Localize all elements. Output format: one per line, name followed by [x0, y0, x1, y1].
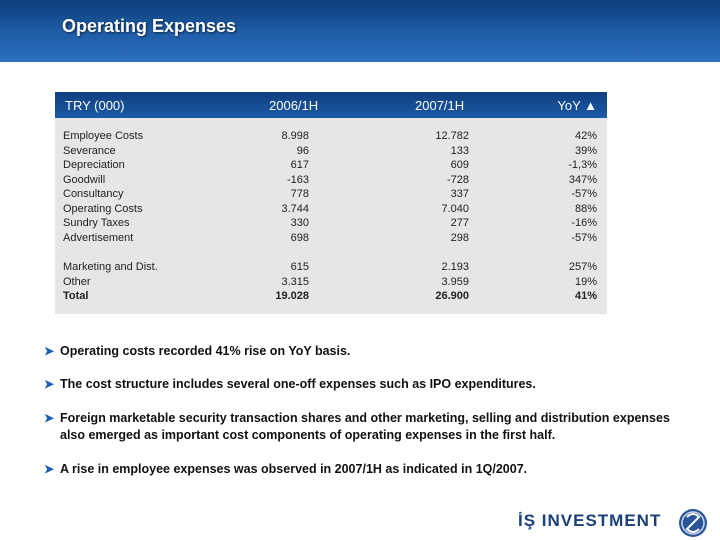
table-row: Severance 96 133 39%	[55, 144, 607, 159]
value-yoy: -57%	[571, 188, 597, 200]
value-2007: 277	[450, 217, 469, 229]
value-2007: 133	[450, 144, 469, 157]
arrow-bullet-icon: ➤	[44, 462, 55, 476]
table-row: Other 3.315 3.959 19%	[55, 275, 607, 290]
table-header: TRY (000) 2006/1H 2007/1H YoY ▲	[55, 92, 607, 118]
row-label: Sundry Taxes	[63, 217, 130, 229]
column-header-2006: 2006/1H	[269, 98, 319, 113]
row-label: Employee Costs	[63, 130, 144, 142]
value-2007: 298	[450, 231, 469, 244]
emblem-icon	[679, 509, 707, 537]
value-yoy: -16%	[571, 217, 597, 229]
column-header-currency: TRY (000)	[65, 98, 125, 113]
table-row: Goodwill -163 -728 347%	[55, 173, 607, 188]
arrow-bullet-icon: ➤	[44, 377, 55, 391]
value-2006: 698	[290, 231, 309, 244]
arrow-bullet-icon: ➤	[44, 411, 55, 425]
row-label: Advertisement	[63, 231, 134, 244]
value-2006: 617	[290, 159, 309, 171]
arrow-bullet-icon: ➤	[44, 344, 55, 358]
value-2007: 609	[450, 159, 469, 171]
value-2007: 12.782	[435, 130, 469, 142]
value-2007: 2.193	[441, 261, 469, 273]
expenses-table: Employee Costs 8.998 12.782 42% Severanc…	[55, 118, 607, 314]
value-2006: -163	[286, 173, 309, 186]
value-yoy: 257%	[568, 261, 597, 273]
row-label: Consultancy	[63, 188, 124, 200]
value-2006: 8.998	[281, 130, 309, 142]
value-2007: -728	[446, 173, 469, 186]
value-yoy: -1,3%	[568, 159, 597, 171]
value-yoy: -57%	[571, 231, 597, 244]
value-2007: 7.040	[441, 202, 469, 215]
column-header-yoy: YoY ▲	[557, 98, 597, 113]
table-row: Operating Costs 3.744 7.040 88%	[55, 202, 607, 217]
value-yoy: 42%	[574, 130, 597, 142]
bullet-text: The cost structure includes several one-…	[60, 377, 536, 391]
logo-text: İŞ INVESTMENT	[518, 511, 662, 530]
row-label: Total	[63, 290, 89, 302]
value-yoy: 41%	[574, 290, 597, 302]
value-yoy: 347%	[568, 173, 597, 186]
value-yoy: 19%	[574, 275, 597, 288]
table-row: Advertisement 698 298 -57%	[55, 231, 607, 246]
value-2007: 26.900	[435, 290, 469, 302]
row-label: Other	[63, 275, 91, 288]
row-label: Depreciation	[63, 159, 125, 171]
row-label: Operating Costs	[63, 202, 143, 215]
value-yoy: 39%	[574, 144, 597, 157]
value-2006: 3.315	[281, 275, 309, 288]
column-header-2007: 2007/1H	[415, 98, 465, 113]
value-2006: 615	[290, 261, 309, 273]
row-label: Severance	[63, 144, 116, 157]
table-row: Employee Costs 8.998 12.782 42%	[55, 129, 607, 144]
value-2006: 330	[290, 217, 309, 229]
bullet-text: Foreign marketable security transaction …	[60, 411, 670, 442]
header-band	[0, 0, 720, 62]
page-title: Operating Expenses	[62, 16, 237, 36]
company-logo: İŞ INVESTMENT	[518, 507, 718, 537]
table-row: Marketing and Dist. 615 2.193 257%	[55, 260, 607, 275]
row-label: Marketing and Dist.	[63, 261, 158, 273]
value-2007: 337	[450, 188, 469, 200]
bullet-text: A rise in employee expenses was observed…	[60, 462, 528, 476]
value-2007: 3.959	[441, 275, 469, 288]
bullet-text: Operating costs recorded 41% rise on YoY…	[60, 344, 351, 358]
value-2006: 778	[290, 188, 309, 200]
table-row-total: Total 19.028 26.900 41%	[55, 289, 607, 304]
table-row: Sundry Taxes 330 277 -16%	[55, 216, 607, 231]
value-2006: 96	[296, 144, 309, 157]
value-2006: 19.028	[275, 290, 309, 302]
table-row: Consultancy 778 337 -57%	[55, 187, 607, 202]
row-label: Goodwill	[63, 173, 106, 186]
value-2006: 3.744	[281, 202, 309, 215]
value-yoy: 88%	[574, 202, 597, 215]
table-row: Depreciation 617 609 -1,3%	[55, 158, 607, 173]
